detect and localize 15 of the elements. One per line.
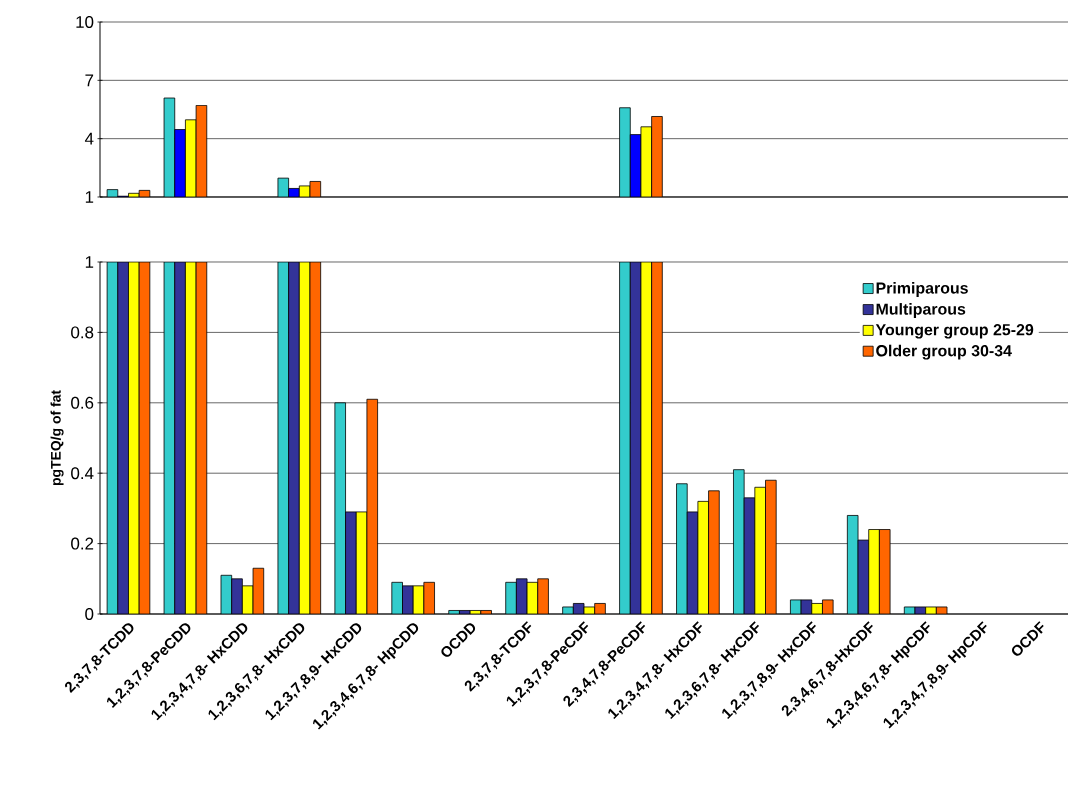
legend-label: Older group 30-34 <box>876 344 1012 360</box>
y-tick-label: 1 <box>85 256 94 268</box>
y-tick-label: 4 <box>84 132 94 145</box>
legend-label: Primiparous <box>876 282 968 297</box>
legend-label: Multiparous <box>876 303 966 318</box>
y-tick-label: 7 <box>85 74 94 87</box>
y-tick-label: 0.4 <box>71 467 94 480</box>
y-axis-title: pgTEQ/g of fat <box>50 390 64 486</box>
y-tick-label: 0 <box>85 608 94 620</box>
y-tick-label: 0.6 <box>71 396 94 409</box>
y-tick-label: 0.2 <box>71 537 94 550</box>
legend-label: Younger group 25-29 <box>875 324 1034 339</box>
y-tick-label: 10 <box>76 16 94 28</box>
y-tick-label: 0.8 <box>71 326 94 339</box>
y-tick-label: 1 <box>85 191 94 203</box>
